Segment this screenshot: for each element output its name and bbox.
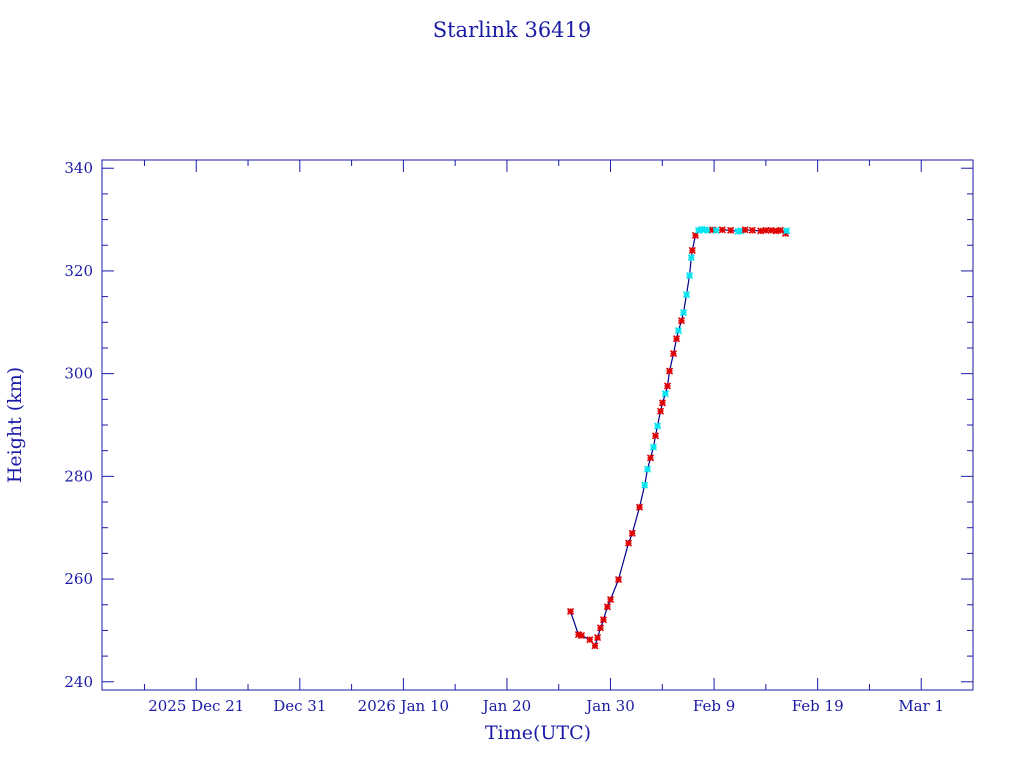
data-point-cyan (641, 481, 649, 489)
x-tick-label: Mar 1 (898, 697, 944, 715)
x-axis-label: Time(UTC) (485, 722, 591, 744)
y-tick-label: 260 (64, 570, 93, 588)
data-point-cyan (694, 226, 703, 234)
data-point-red (651, 432, 660, 440)
data-point-cyan (737, 227, 745, 235)
data-point-red (767, 226, 775, 234)
data-point-red (591, 642, 599, 650)
data-point-red (691, 231, 700, 240)
x-tick-label: 2025 Dec 21 (148, 697, 244, 715)
y-tick-label: 280 (64, 467, 93, 485)
data-point-red (757, 227, 765, 235)
data-point-cyan (685, 271, 694, 280)
data-point-red (614, 576, 623, 584)
data-point-red (566, 607, 575, 615)
data-point-red (772, 227, 780, 235)
x-tick-label: Dec 31 (273, 697, 326, 715)
x-tick-label: Jan 20 (481, 697, 531, 715)
data-point-red (781, 229, 790, 238)
data-point-red (599, 616, 608, 624)
data-point-red (603, 603, 611, 611)
data-point-red (708, 226, 717, 234)
data-point-cyan (674, 326, 683, 335)
data-point-red (677, 317, 686, 325)
y-tick-label: 340 (64, 159, 93, 177)
data-point-cyan (687, 254, 695, 262)
x-tick-label: 2026 Jan 10 (358, 697, 449, 715)
data-point-cyan (643, 465, 652, 473)
data-point-red (646, 454, 655, 462)
data-point-red (586, 636, 594, 644)
data-point-red (594, 634, 602, 642)
data-point-cyan (783, 227, 791, 235)
data-point-cyan (653, 422, 662, 430)
data-point-red (762, 226, 770, 234)
data-point-red (656, 407, 665, 415)
data-point-cyan (682, 290, 691, 299)
data-point-cyan (649, 443, 658, 451)
data-point-red (669, 350, 678, 358)
x-tick-label: Feb 9 (693, 697, 735, 715)
plot-frame (101, 159, 974, 691)
data-point-cyan (712, 226, 720, 234)
data-point-cyan (701, 226, 709, 234)
data-point-red (574, 630, 582, 639)
data-point-red (748, 226, 756, 234)
data-point-cyan (704, 226, 712, 234)
data-point-red (688, 246, 696, 254)
data-point-red (672, 335, 681, 343)
data-point-red (776, 226, 784, 234)
data-point-cyan (698, 225, 706, 233)
data-point-red (606, 596, 615, 604)
data-point-cyan (734, 227, 742, 235)
data-point-red (658, 399, 667, 407)
y-tick-label: 240 (64, 673, 93, 691)
data-point-red (628, 529, 636, 537)
data-point-red (741, 226, 749, 234)
chart-title: Starlink 36419 (433, 18, 592, 42)
x-tick-label: Jan 30 (584, 697, 634, 715)
data-point-red (624, 539, 633, 547)
data-point-red (665, 367, 674, 375)
y-axis-label: Height (km) (4, 367, 26, 483)
data-point-red (577, 631, 586, 640)
y-tick-label: 320 (64, 262, 93, 280)
data-point-red (718, 226, 726, 234)
y-tick-label: 300 (64, 365, 93, 383)
data-point-red (727, 226, 735, 234)
data-point-red (663, 382, 672, 390)
data-point-red (635, 503, 644, 511)
series-line (569, 228, 788, 648)
x-tick-label: Feb 19 (792, 697, 844, 715)
data-point-red (596, 624, 605, 632)
data-point-cyan (661, 390, 669, 398)
data-point-cyan (679, 308, 688, 317)
